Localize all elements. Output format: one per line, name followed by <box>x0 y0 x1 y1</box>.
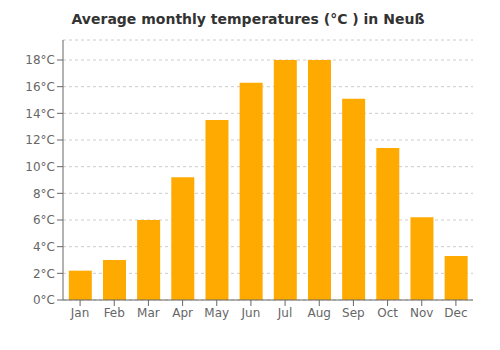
svg-text:14°C: 14°C <box>25 107 55 121</box>
svg-text:Dec: Dec <box>444 306 467 320</box>
svg-text:4°C: 4°C <box>33 240 55 254</box>
svg-text:10°C: 10°C <box>25 160 55 174</box>
svg-text:Jan: Jan <box>70 306 90 320</box>
svg-text:18°C: 18°C <box>25 53 55 67</box>
svg-text:6°C: 6°C <box>33 213 55 227</box>
svg-text:Nov: Nov <box>410 306 433 320</box>
svg-text:Oct: Oct <box>377 306 398 320</box>
html-text:Average monthly temperatures (: Average monthly temperatures (°C ) in Ne… <box>71 11 425 27</box>
svg-text:Aug: Aug <box>308 306 331 320</box>
svg-text:May: May <box>204 306 229 320</box>
svg-text:8°C: 8°C <box>33 187 55 201</box>
svg-text:Jul: Jul <box>277 306 292 320</box>
svg-text:12°C: 12°C <box>25 133 55 147</box>
svg-text:Mar: Mar <box>137 306 160 320</box>
svg-text:Sep: Sep <box>342 306 365 320</box>
svg-text:2°C: 2°C <box>33 267 55 281</box>
svg-text:Jun: Jun <box>241 306 261 320</box>
svg-text:Apr: Apr <box>172 306 193 320</box>
svg-text:Feb: Feb <box>104 306 125 320</box>
svg-text:16°C: 16°C <box>25 80 55 94</box>
svg-text:0°C: 0°C <box>33 293 55 307</box>
